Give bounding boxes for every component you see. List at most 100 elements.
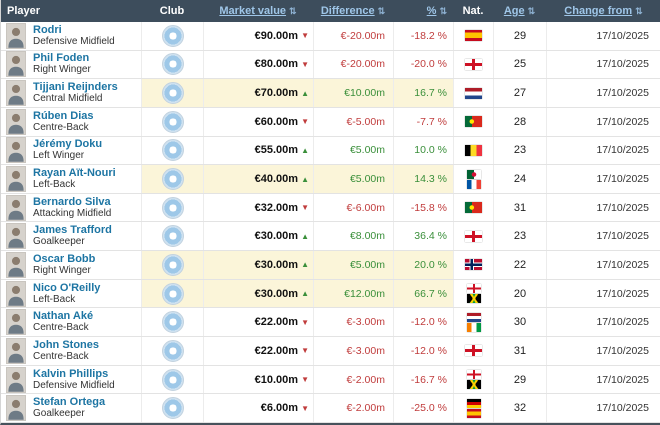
player-name-link[interactable]: Rayan Aït-Nouri — [33, 167, 116, 180]
column-header-percent[interactable]: % ⇅ — [393, 0, 453, 22]
sort-icon[interactable]: ⇅ — [635, 5, 643, 16]
player-cell: Rodri Defensive Midfield — [1, 22, 141, 50]
player-name-link[interactable]: Phil Foden — [33, 52, 90, 65]
player-photo[interactable] — [6, 223, 26, 250]
player-name-link[interactable]: Oscar Bobb — [33, 252, 96, 265]
player-name-link[interactable]: Kalvin Phillips — [33, 367, 109, 380]
club-cell — [141, 279, 203, 308]
player-photo[interactable] — [6, 137, 26, 164]
nationality-cell — [453, 222, 493, 251]
player-photo[interactable] — [6, 280, 26, 307]
nationality-cell — [453, 365, 493, 394]
player-photo[interactable] — [6, 51, 26, 78]
manchester-city-badge-icon[interactable] — [161, 282, 184, 305]
player-cell: Rúben Dias Centre-Back — [1, 108, 141, 136]
player-name-link[interactable]: Jérémy Doku — [33, 138, 103, 151]
england-flag-icon — [465, 58, 482, 70]
club-cell — [141, 308, 203, 337]
player-cell: Nathan Aké Centre-Back — [1, 308, 141, 336]
column-header-difference[interactable]: Difference ⇅ — [313, 0, 393, 22]
player-name-link[interactable]: Nathan Aké — [33, 310, 94, 323]
player-name-link[interactable]: John Stones — [33, 338, 100, 351]
player-photo[interactable] — [6, 166, 26, 193]
england-flag-icon — [466, 284, 481, 294]
manchester-city-badge-icon[interactable] — [161, 139, 184, 162]
percent-value: 66.7 % — [414, 287, 447, 300]
manchester-city-badge-icon[interactable] — [161, 168, 184, 191]
table-body: Rodri Defensive Midfield €90.00m ▼ €-20.… — [1, 22, 660, 423]
player-position: Goalkeeper — [33, 408, 85, 420]
sort-icon[interactable]: ⇅ — [289, 5, 297, 16]
netherlands-flag-icon — [465, 87, 482, 99]
manchester-city-badge-icon[interactable] — [161, 225, 184, 248]
manchester-city-badge-icon[interactable] — [161, 368, 184, 391]
manchester-city-badge-icon[interactable] — [161, 253, 184, 276]
manchester-city-badge-icon[interactable] — [161, 110, 184, 133]
age-cell: 22 — [493, 251, 546, 279]
manchester-city-badge-icon[interactable] — [161, 339, 184, 362]
player-photo[interactable] — [6, 395, 26, 422]
difference-cell: €12.00m — [313, 279, 393, 308]
column-header-age[interactable]: Age ⇅ — [493, 0, 546, 22]
player-name-link[interactable]: Bernardo Silva — [33, 195, 111, 208]
player-photo[interactable] — [6, 108, 26, 135]
player-silhouette-icon — [7, 138, 25, 163]
player-position: Centre-Back — [33, 322, 89, 334]
sort-link-percent[interactable]: % — [426, 5, 437, 17]
age-value: 24 — [513, 173, 527, 186]
manchester-city-badge-icon[interactable] — [161, 397, 184, 420]
manchester-city-badge-icon[interactable] — [161, 311, 184, 334]
sort-link-age[interactable]: Age — [503, 5, 525, 17]
manchester-city-badge-icon[interactable] — [161, 196, 184, 219]
change-date: 17/10/2025 — [596, 344, 649, 357]
trend-down-icon: ▼ — [301, 317, 309, 327]
sort-link-change-from[interactable]: Change from — [564, 5, 633, 17]
age-cell: 24 — [493, 165, 546, 193]
player-photo[interactable] — [6, 194, 26, 221]
sort-link-market-value[interactable]: Market value — [219, 5, 287, 17]
player-photo[interactable] — [6, 22, 26, 49]
player-photo[interactable] — [6, 337, 26, 364]
jamaica-flag-icon — [466, 294, 481, 304]
manchester-city-badge-icon[interactable] — [161, 82, 184, 105]
player-photo[interactable] — [6, 366, 26, 393]
sort-icon[interactable]: ⇅ — [439, 5, 447, 16]
player-silhouette-icon — [7, 396, 25, 420]
market-value-cell: €32.00m ▼ — [203, 193, 313, 222]
manchester-city-badge-icon[interactable] — [161, 24, 184, 47]
player-text: Kalvin Phillips Defensive Midfield — [33, 368, 115, 392]
player-position: Defensive Midfield — [33, 379, 115, 391]
player-silhouette-icon — [7, 367, 25, 392]
germany-flag-icon — [466, 398, 481, 408]
sort-icon[interactable]: ⇅ — [527, 5, 536, 16]
column-header-change-from[interactable]: Change from ⇅ — [546, 0, 660, 22]
percent-value: -12.0 % — [410, 316, 447, 329]
player-text: Bernardo Silva Attacking Midfield — [33, 196, 111, 220]
change-date: 17/10/2025 — [596, 29, 649, 42]
player-text: James Trafford Goalkeeper — [33, 224, 112, 248]
player-name-link[interactable]: Rúben Dias — [33, 109, 94, 122]
manchester-city-badge-icon[interactable] — [161, 53, 184, 76]
market-value-cell: €30.00m ▲ — [203, 222, 313, 251]
nationality-cell — [453, 136, 493, 165]
player-photo[interactable] — [6, 309, 26, 336]
sort-icon[interactable]: ⇅ — [377, 5, 386, 16]
change-date: 17/10/2025 — [596, 115, 649, 128]
player-name-link[interactable]: Tijjani Reijnders — [33, 81, 118, 94]
difference-cell: €-3.00m — [313, 308, 393, 337]
player-name-link[interactable]: James Trafford — [33, 224, 112, 237]
player-name-link[interactable]: Rodri — [33, 23, 62, 36]
difference-cell: €10.00m — [313, 79, 393, 107]
difference-value: €-2.00m — [346, 402, 385, 415]
change-date-cell: 17/10/2025 — [546, 107, 660, 136]
jamaica-flag-icon — [466, 380, 481, 389]
player-photo[interactable] — [6, 80, 26, 107]
column-header-market-value[interactable]: Market value ⇅ — [203, 0, 313, 22]
market-value: €22.00m — [254, 316, 299, 329]
player-photo[interactable] — [6, 251, 26, 278]
player-silhouette-icon — [7, 281, 25, 306]
sort-link-difference[interactable]: Difference — [320, 5, 375, 17]
player-name-link[interactable]: Stefan Ortega — [33, 396, 106, 409]
difference-value: €5.00m — [349, 144, 385, 157]
player-name-link[interactable]: Nico O'Reilly — [33, 281, 101, 294]
